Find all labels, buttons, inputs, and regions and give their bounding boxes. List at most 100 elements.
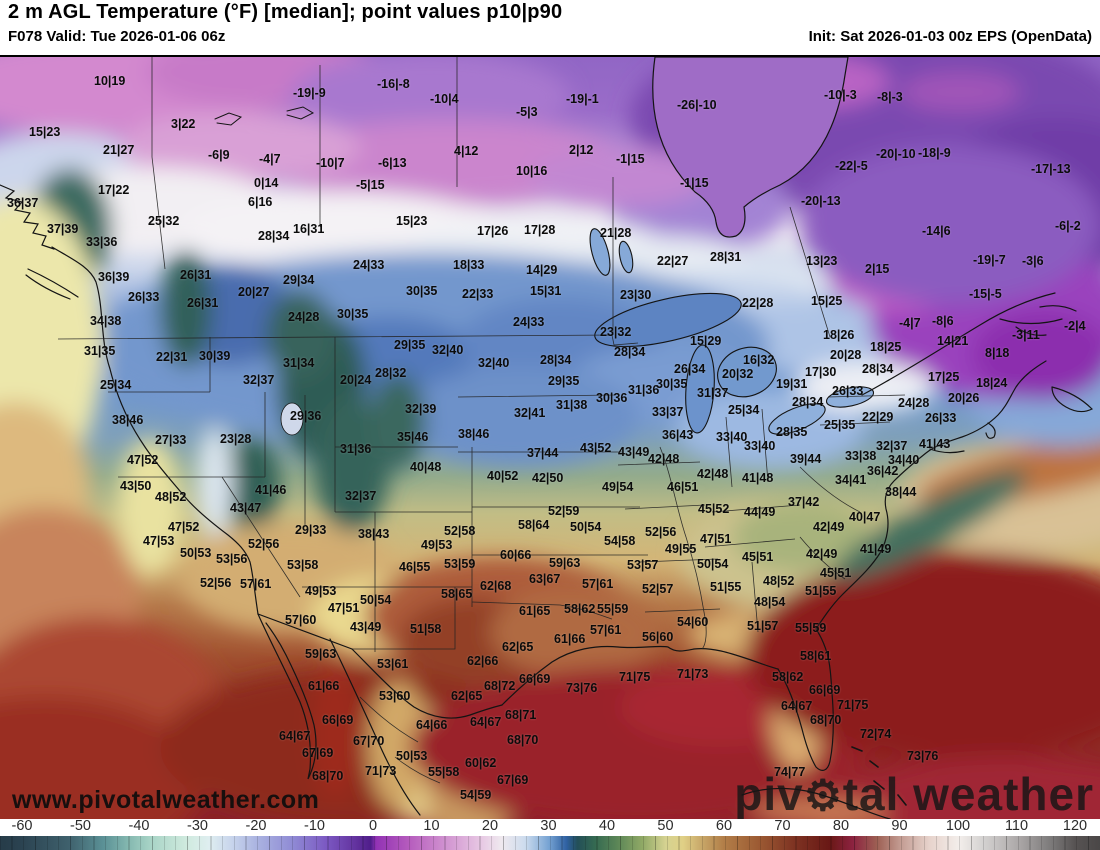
point-value: 47|52 bbox=[127, 453, 159, 468]
point-value: 53|61 bbox=[377, 657, 409, 672]
colorbar-tick: 110 bbox=[1004, 818, 1029, 834]
point-value: 50|54 bbox=[570, 520, 602, 535]
point-value: 40|47 bbox=[849, 510, 881, 525]
brand-watermark: piv⚙tal weather bbox=[734, 771, 1094, 817]
point-value: 23|30 bbox=[620, 288, 652, 303]
point-value: 55|58 bbox=[428, 765, 460, 780]
colorbar-tick: 90 bbox=[891, 818, 908, 834]
point-value: 30|36 bbox=[596, 391, 628, 406]
point-value: 57|60 bbox=[285, 613, 317, 628]
point-value: 28|32 bbox=[375, 366, 407, 381]
point-value: 45|51 bbox=[820, 566, 852, 581]
point-value: -10|4 bbox=[430, 92, 459, 107]
point-value: 24|28 bbox=[288, 310, 320, 325]
point-value: 33|38 bbox=[845, 449, 877, 464]
point-value: 25|34 bbox=[728, 403, 760, 418]
point-value: 40|48 bbox=[410, 460, 442, 475]
point-value: 71|73 bbox=[365, 764, 397, 779]
point-value: 26|33 bbox=[832, 384, 864, 399]
point-value: 43|47 bbox=[230, 501, 262, 516]
colorbar-tick: 70 bbox=[774, 818, 791, 834]
point-value: 57|61 bbox=[240, 577, 272, 592]
point-value: 42|50 bbox=[532, 471, 564, 486]
point-value: 18|33 bbox=[453, 258, 485, 273]
point-value: 15|23 bbox=[396, 214, 428, 229]
point-value: 67|69 bbox=[302, 746, 334, 761]
point-value: 49|53 bbox=[305, 584, 337, 599]
point-value: 64|66 bbox=[416, 718, 448, 733]
point-value: 32|39 bbox=[405, 402, 437, 417]
point-value: 28|35 bbox=[776, 425, 808, 440]
point-value: 45|52 bbox=[698, 502, 730, 517]
point-value: 58|62 bbox=[564, 602, 596, 617]
point-value: 61|65 bbox=[519, 604, 551, 619]
point-value: -14|6 bbox=[922, 224, 951, 239]
point-value: 20|27 bbox=[238, 285, 270, 300]
point-value: 52|56 bbox=[200, 576, 232, 591]
point-value: 31|36 bbox=[340, 442, 372, 457]
point-value: 40|52 bbox=[487, 469, 519, 484]
point-value: 54|59 bbox=[460, 788, 492, 803]
point-value: 28|31 bbox=[710, 250, 742, 265]
point-value: 23|32 bbox=[600, 325, 632, 340]
point-value: 29|35 bbox=[394, 338, 426, 353]
point-value: 33|40 bbox=[744, 439, 776, 454]
valid-time-label: F078 Valid: Tue 2026-01-06 06z bbox=[8, 28, 226, 45]
point-value: -19|-7 bbox=[973, 253, 1006, 268]
point-value: 16|32 bbox=[743, 353, 775, 368]
colorbar-tick: -10 bbox=[304, 818, 325, 834]
point-value: 32|40 bbox=[478, 356, 510, 371]
point-value: -16|-8 bbox=[377, 77, 410, 92]
point-value: 47|53 bbox=[143, 534, 175, 549]
point-value: 29|34 bbox=[283, 273, 315, 288]
point-value: 22|31 bbox=[156, 350, 188, 365]
point-value: 6|16 bbox=[248, 195, 273, 210]
point-value: 22|27 bbox=[657, 254, 689, 269]
point-value: 55|59 bbox=[795, 621, 827, 636]
point-value: 34|38 bbox=[90, 314, 122, 329]
point-value: 49|54 bbox=[602, 480, 634, 495]
point-value: 26|34 bbox=[674, 362, 706, 377]
point-value: 36|42 bbox=[867, 464, 899, 479]
point-value: 2|15 bbox=[865, 262, 890, 277]
point-value: 58|65 bbox=[441, 587, 473, 602]
point-value: 52|56 bbox=[645, 525, 677, 540]
point-value: 52|59 bbox=[548, 504, 580, 519]
point-value: 35|46 bbox=[397, 430, 429, 445]
point-value: 55|59 bbox=[597, 602, 629, 617]
point-value: -3|11 bbox=[1012, 328, 1040, 343]
point-value: 22|29 bbox=[862, 410, 894, 425]
point-value: 59|63 bbox=[305, 647, 337, 662]
point-value: -18|-9 bbox=[918, 146, 951, 161]
point-value: 38|46 bbox=[112, 413, 144, 428]
point-value: 63|67 bbox=[529, 572, 561, 587]
point-value: 47|51 bbox=[328, 601, 360, 616]
colorbar-tick: 20 bbox=[481, 818, 499, 834]
borders bbox=[57, 57, 906, 784]
point-value: 46|51 bbox=[667, 480, 699, 495]
point-value: 64|67 bbox=[279, 729, 311, 744]
point-value: 38|43 bbox=[358, 527, 390, 542]
point-value: 39|44 bbox=[790, 452, 822, 467]
point-value: 25|35 bbox=[824, 418, 856, 433]
point-value: 66|69 bbox=[809, 683, 841, 698]
point-value: -10|7 bbox=[316, 156, 345, 171]
point-value: 64|67 bbox=[781, 699, 813, 714]
point-value: 57|61 bbox=[582, 577, 614, 592]
point-value: -2|4 bbox=[1064, 319, 1086, 334]
point-value: -15|-5 bbox=[969, 287, 1002, 302]
point-value: 28|34 bbox=[614, 345, 646, 360]
point-value: 16|31 bbox=[293, 222, 325, 237]
point-value: -10|-3 bbox=[824, 88, 857, 103]
point-value: 31|35 bbox=[84, 344, 116, 359]
point-value: 18|26 bbox=[823, 328, 855, 343]
point-value: 47|51 bbox=[700, 532, 732, 547]
point-value: 15|29 bbox=[690, 334, 722, 349]
point-value: -17|-13 bbox=[1031, 162, 1071, 177]
point-value: 50|53 bbox=[180, 546, 212, 561]
point-value: 53|56 bbox=[216, 552, 248, 567]
point-value: 72|74 bbox=[860, 727, 892, 742]
point-value: 62|66 bbox=[467, 654, 499, 669]
point-value: 42|49 bbox=[813, 520, 845, 535]
point-value: 42|48 bbox=[648, 452, 680, 467]
